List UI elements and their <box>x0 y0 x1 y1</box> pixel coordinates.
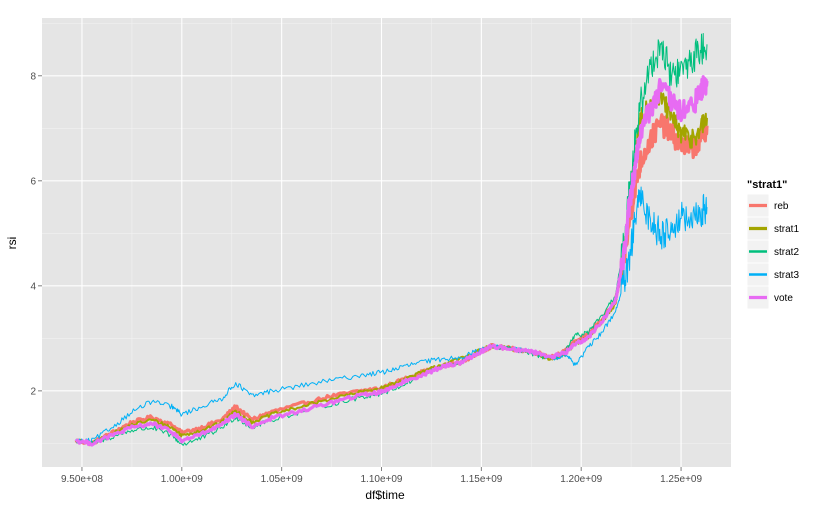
legend-label-reb: reb <box>774 201 789 212</box>
x-tick-label: 1.20e+09 <box>560 474 602 485</box>
y-axis-title: rsi <box>5 237 19 250</box>
x-axis-title: df$time <box>365 488 405 502</box>
x-tick-label: 1.05e+09 <box>261 474 303 485</box>
series-lines <box>74 33 709 447</box>
y-tick-label: 6 <box>30 176 36 187</box>
x-tick-label: 1.15e+09 <box>460 474 502 485</box>
series-line-vote <box>74 75 709 447</box>
y-axis: 2 4 6 8 <box>30 71 42 397</box>
legend-label-strat2: strat2 <box>774 247 799 258</box>
y-tick-label: 8 <box>30 71 36 82</box>
x-tick-label: 1.25e+09 <box>660 474 702 485</box>
legend-label-strat1: strat1 <box>774 224 799 235</box>
legend-title: "strat1" <box>747 179 787 191</box>
x-axis: 9.50e+08 1.00e+09 1.05e+09 1.10e+09 1.15e+09… <box>61 467 702 485</box>
legend: "strat1" reb strat1 strat2 strat3 vote <box>746 179 799 310</box>
x-tick-label: 9.50e+08 <box>61 474 103 485</box>
x-tick-label: 1.10e+09 <box>361 474 403 485</box>
y-tick-label: 4 <box>30 281 36 292</box>
y-tick-label: 2 <box>30 386 36 397</box>
legend-label-strat3: strat3 <box>774 270 799 281</box>
minor-gridlines <box>42 18 731 467</box>
legend-label-vote: vote <box>774 293 793 304</box>
x-tick-label: 1.00e+09 <box>161 474 203 485</box>
